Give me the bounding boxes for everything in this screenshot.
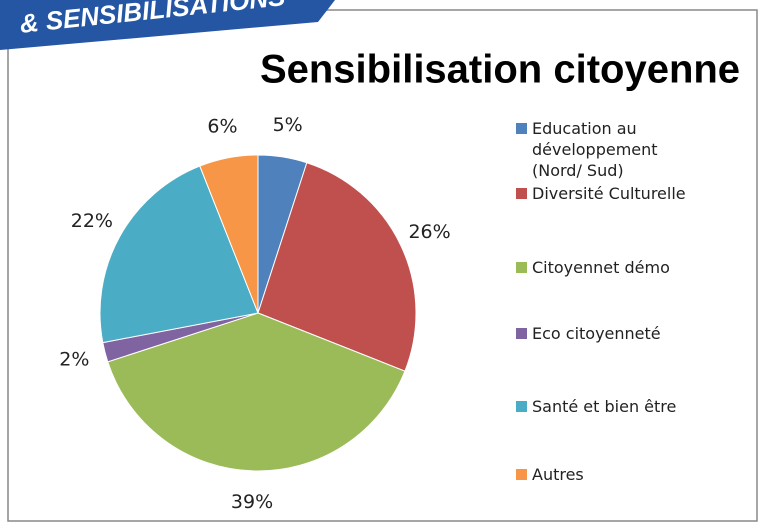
legend-label: Eco citoyenneté — [532, 324, 661, 343]
data-label: 5% — [273, 114, 303, 136]
legend-swatch — [516, 188, 527, 199]
legend-swatch — [516, 401, 527, 412]
pie-slice — [199, 154, 259, 314]
data-label: 26% — [408, 221, 450, 243]
pie-slice — [107, 312, 406, 472]
pie-slice — [257, 162, 417, 372]
data-label: 22% — [71, 210, 113, 232]
data-label: 6% — [207, 115, 237, 137]
data-label: 2% — [59, 349, 89, 371]
chart-title: Sensibilisation citoyenne — [260, 48, 740, 92]
legend-label: Education au développement (Nord/ Sud) — [532, 119, 658, 180]
legend-swatch — [516, 262, 527, 273]
pie-slice — [99, 165, 259, 344]
legend-label: Diversité Culturelle — [532, 184, 686, 203]
legend-swatch — [516, 123, 527, 134]
legend-label: Citoyennet démo — [532, 258, 670, 277]
legend-swatch — [516, 469, 527, 480]
legend-swatch — [516, 328, 527, 339]
banner-shape — [0, 0, 335, 50]
legend-label: Santé et bien être — [532, 397, 677, 416]
data-label: 39% — [231, 491, 273, 513]
legend-label: Autres — [532, 465, 584, 484]
